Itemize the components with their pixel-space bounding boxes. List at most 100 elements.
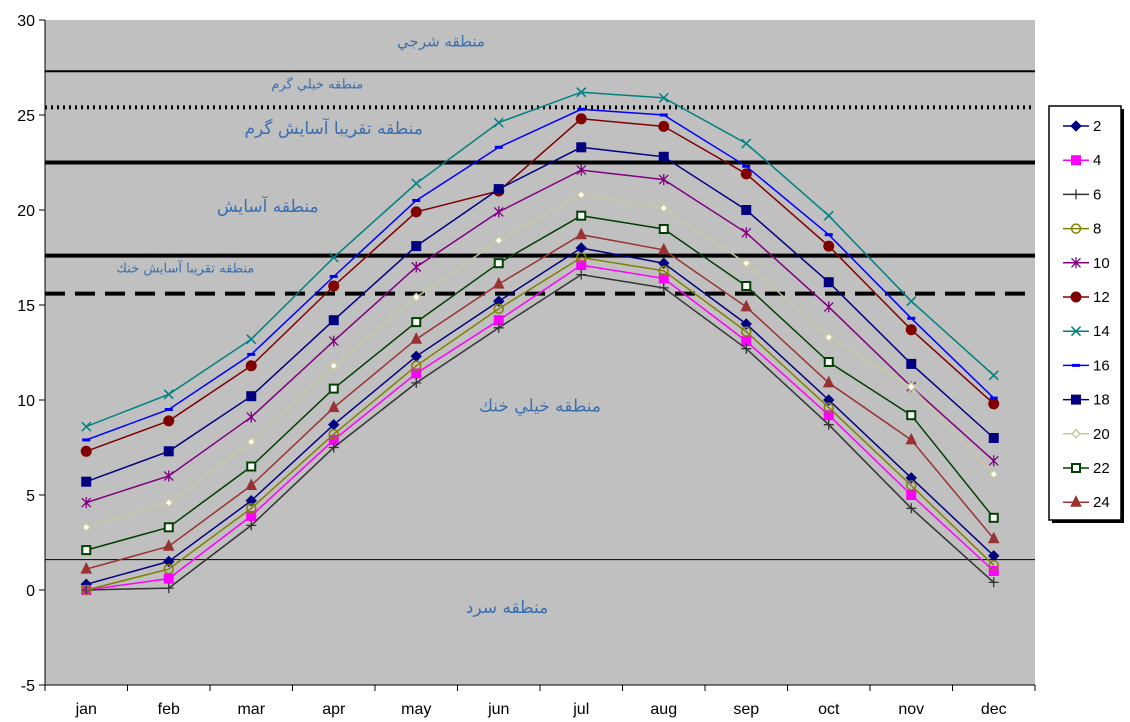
- data-point-4-dec: [988, 566, 999, 576]
- data-point-18-jul: [576, 142, 587, 153]
- data-point-20-nov: [906, 381, 917, 392]
- legend-item-16: 16: [1063, 357, 1110, 374]
- y-tick-label: 30: [17, 13, 35, 30]
- data-point-12-mar: [245, 360, 257, 372]
- data-point-6-jul: [576, 269, 587, 280]
- data-point-12-jul: [575, 113, 587, 125]
- data-point-6-jun: [493, 322, 504, 333]
- legend-marker-18: [1071, 394, 1081, 405]
- data-point-8-dec: [988, 560, 999, 571]
- data-point-24-may: [410, 332, 423, 344]
- legend-label: 6: [1093, 186, 1101, 203]
- data-point-24-dec: [987, 531, 1000, 544]
- data-point-22-aug: [658, 224, 669, 234]
- data-point-18-dec: [988, 433, 999, 443]
- legend-marker-22: [1071, 463, 1081, 473]
- series-line-6: [86, 273, 995, 591]
- zone-label-1: منطقه شرجي: [397, 33, 485, 52]
- data-point-22-feb: [163, 522, 174, 533]
- data-point-14-jul: [576, 87, 587, 98]
- legend-label: 16: [1093, 357, 1110, 374]
- data-point-24-mar: [245, 478, 258, 490]
- data-point-20-sep: [741, 258, 752, 269]
- data-point-10-dec: [988, 455, 999, 467]
- legend-item-10: 10: [1063, 255, 1110, 272]
- series-line-24: [86, 233, 995, 570]
- data-point-20-jan: [81, 522, 92, 533]
- plot-area: [45, 20, 1035, 685]
- data-point-12-may: [410, 206, 422, 218]
- series-22: [81, 210, 999, 556]
- data-point-20-oct: [823, 332, 834, 343]
- data-point-2-nov: [905, 472, 917, 484]
- x-tick-label: mar: [237, 701, 265, 718]
- x-tick-label: jan: [75, 701, 97, 718]
- data-point-22-apr: [328, 383, 339, 394]
- data-point-8-mar: [246, 503, 257, 514]
- legend-label: 18: [1093, 392, 1110, 409]
- data-point-12-feb: [163, 415, 175, 427]
- data-point-6-feb: [163, 583, 174, 594]
- data-point-24-jan: [80, 561, 93, 574]
- data-point-14-oct: [823, 210, 834, 221]
- legend-marker-14: [1070, 326, 1082, 337]
- data-point-24-aug: [657, 242, 670, 255]
- y-tick-label: 5: [26, 488, 35, 505]
- zone-label-5: منطقه تقريبا آسايش خنك: [116, 260, 254, 277]
- data-point-8-jan: [81, 584, 92, 596]
- legend-item-4: 4: [1063, 152, 1101, 169]
- data-point-10-may: [411, 261, 422, 273]
- x-tick-label: jul: [572, 701, 589, 718]
- data-point-6-may: [411, 377, 422, 388]
- data-point-10-sep: [741, 227, 752, 239]
- data-point-24-feb: [162, 539, 175, 551]
- data-point-12-sep: [740, 168, 752, 180]
- data-point-2-oct: [823, 394, 835, 406]
- data-point-2-aug: [658, 257, 670, 269]
- data-point-20-aug: [658, 203, 669, 214]
- data-point-20-dec: [988, 469, 999, 480]
- x-tick-label: jun: [487, 701, 509, 718]
- data-point-8-jun: [493, 303, 504, 315]
- data-point-8-apr: [328, 428, 339, 440]
- series-12: [80, 113, 1000, 457]
- data-point-22-mar: [246, 461, 257, 472]
- x-tick-label: apr: [322, 701, 346, 718]
- data-point-8-may: [411, 360, 422, 372]
- series-line-8: [86, 256, 995, 591]
- series-24: [80, 227, 1000, 574]
- data-point-22-sep: [741, 281, 752, 291]
- data-point-2-sep: [740, 318, 752, 330]
- x-tick-label: dec: [981, 701, 1007, 718]
- zone-label-2: منطقه خيلي گرم: [271, 76, 363, 92]
- data-point-14-nov: [906, 296, 917, 307]
- x-tick-label: nov: [898, 701, 924, 718]
- series-line-18: [85, 146, 995, 483]
- data-point-18-jun: [493, 184, 504, 195]
- data-point-14-jun: [493, 117, 504, 128]
- legend-label: 12: [1093, 289, 1110, 306]
- data-point-18-sep: [741, 205, 752, 215]
- data-point-10-apr: [328, 335, 339, 347]
- data-point-18-apr: [328, 315, 339, 326]
- x-tick-label: oct: [818, 701, 840, 718]
- series-2: [80, 242, 1000, 591]
- y-tick-label: 25: [17, 108, 35, 125]
- x-tick-label: may: [401, 701, 431, 718]
- data-point-8-jul: [576, 252, 587, 263]
- data-point-12-nov: [905, 324, 917, 336]
- data-point-14-jan: [81, 421, 92, 432]
- data-point-24-jul: [575, 227, 588, 240]
- data-point-14-apr: [328, 252, 339, 263]
- data-point-10-feb: [163, 470, 174, 482]
- legend-label: 2: [1093, 118, 1101, 135]
- data-point-10-jan: [81, 497, 92, 509]
- data-point-4-nov: [906, 490, 917, 500]
- series-line-10: [86, 169, 995, 504]
- data-point-24-nov: [905, 432, 918, 445]
- legend-label: 24: [1093, 494, 1110, 511]
- data-point-12-jan: [80, 445, 92, 457]
- legend-marker-2: [1070, 120, 1082, 132]
- data-point-6-apr: [328, 442, 339, 453]
- series-14: [81, 87, 999, 432]
